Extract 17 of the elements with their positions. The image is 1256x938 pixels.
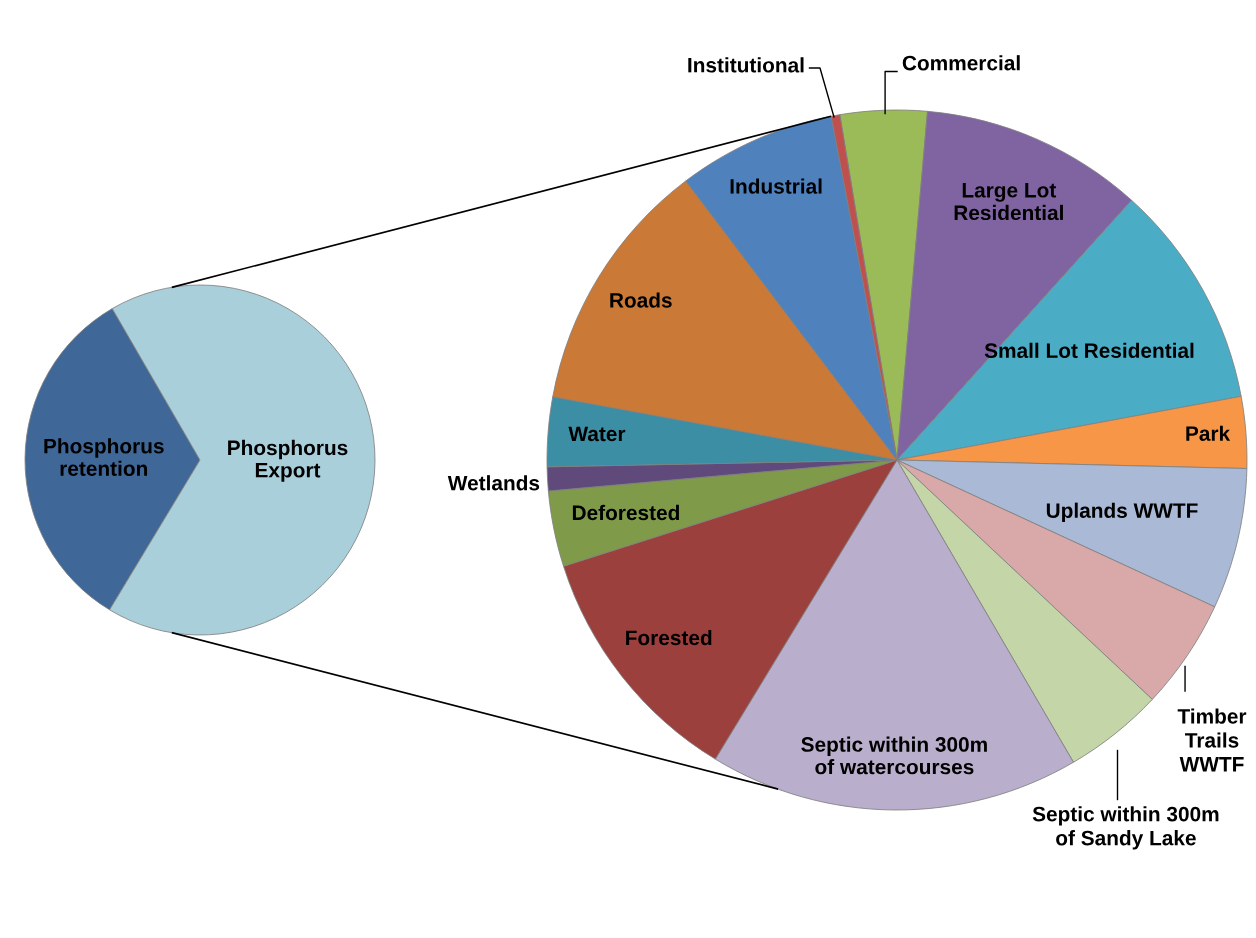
slice-label: Small Lot Residential — [984, 342, 1194, 359]
slice-label: Large Lot Residential — [954, 183, 1063, 221]
slice-label: Forested — [626, 629, 712, 646]
slice-label: Uplands WWTF — [1046, 502, 1198, 523]
slice-label: Wetlands — [447, 475, 540, 491]
slice-label: Timber Trails WWTF — [1177, 708, 1247, 772]
slice-label: Roads — [610, 292, 672, 308]
slice-label: Industrial — [730, 178, 822, 194]
slice-label: Phosphorus retention — [44, 438, 164, 476]
slice-label: Commercial — [902, 55, 1020, 71]
slice-label: Septic within 300m of watercourses — [801, 736, 987, 775]
slice-label: Septic within 300m of Sandy Lake — [1032, 806, 1219, 850]
slice-label: Water — [568, 426, 626, 442]
slice-label: Institutional — [688, 57, 804, 73]
slice-label: Phosphorus Export — [228, 439, 348, 482]
slice-label: Park — [1186, 425, 1231, 441]
slice-label: Deforested — [572, 504, 679, 521]
